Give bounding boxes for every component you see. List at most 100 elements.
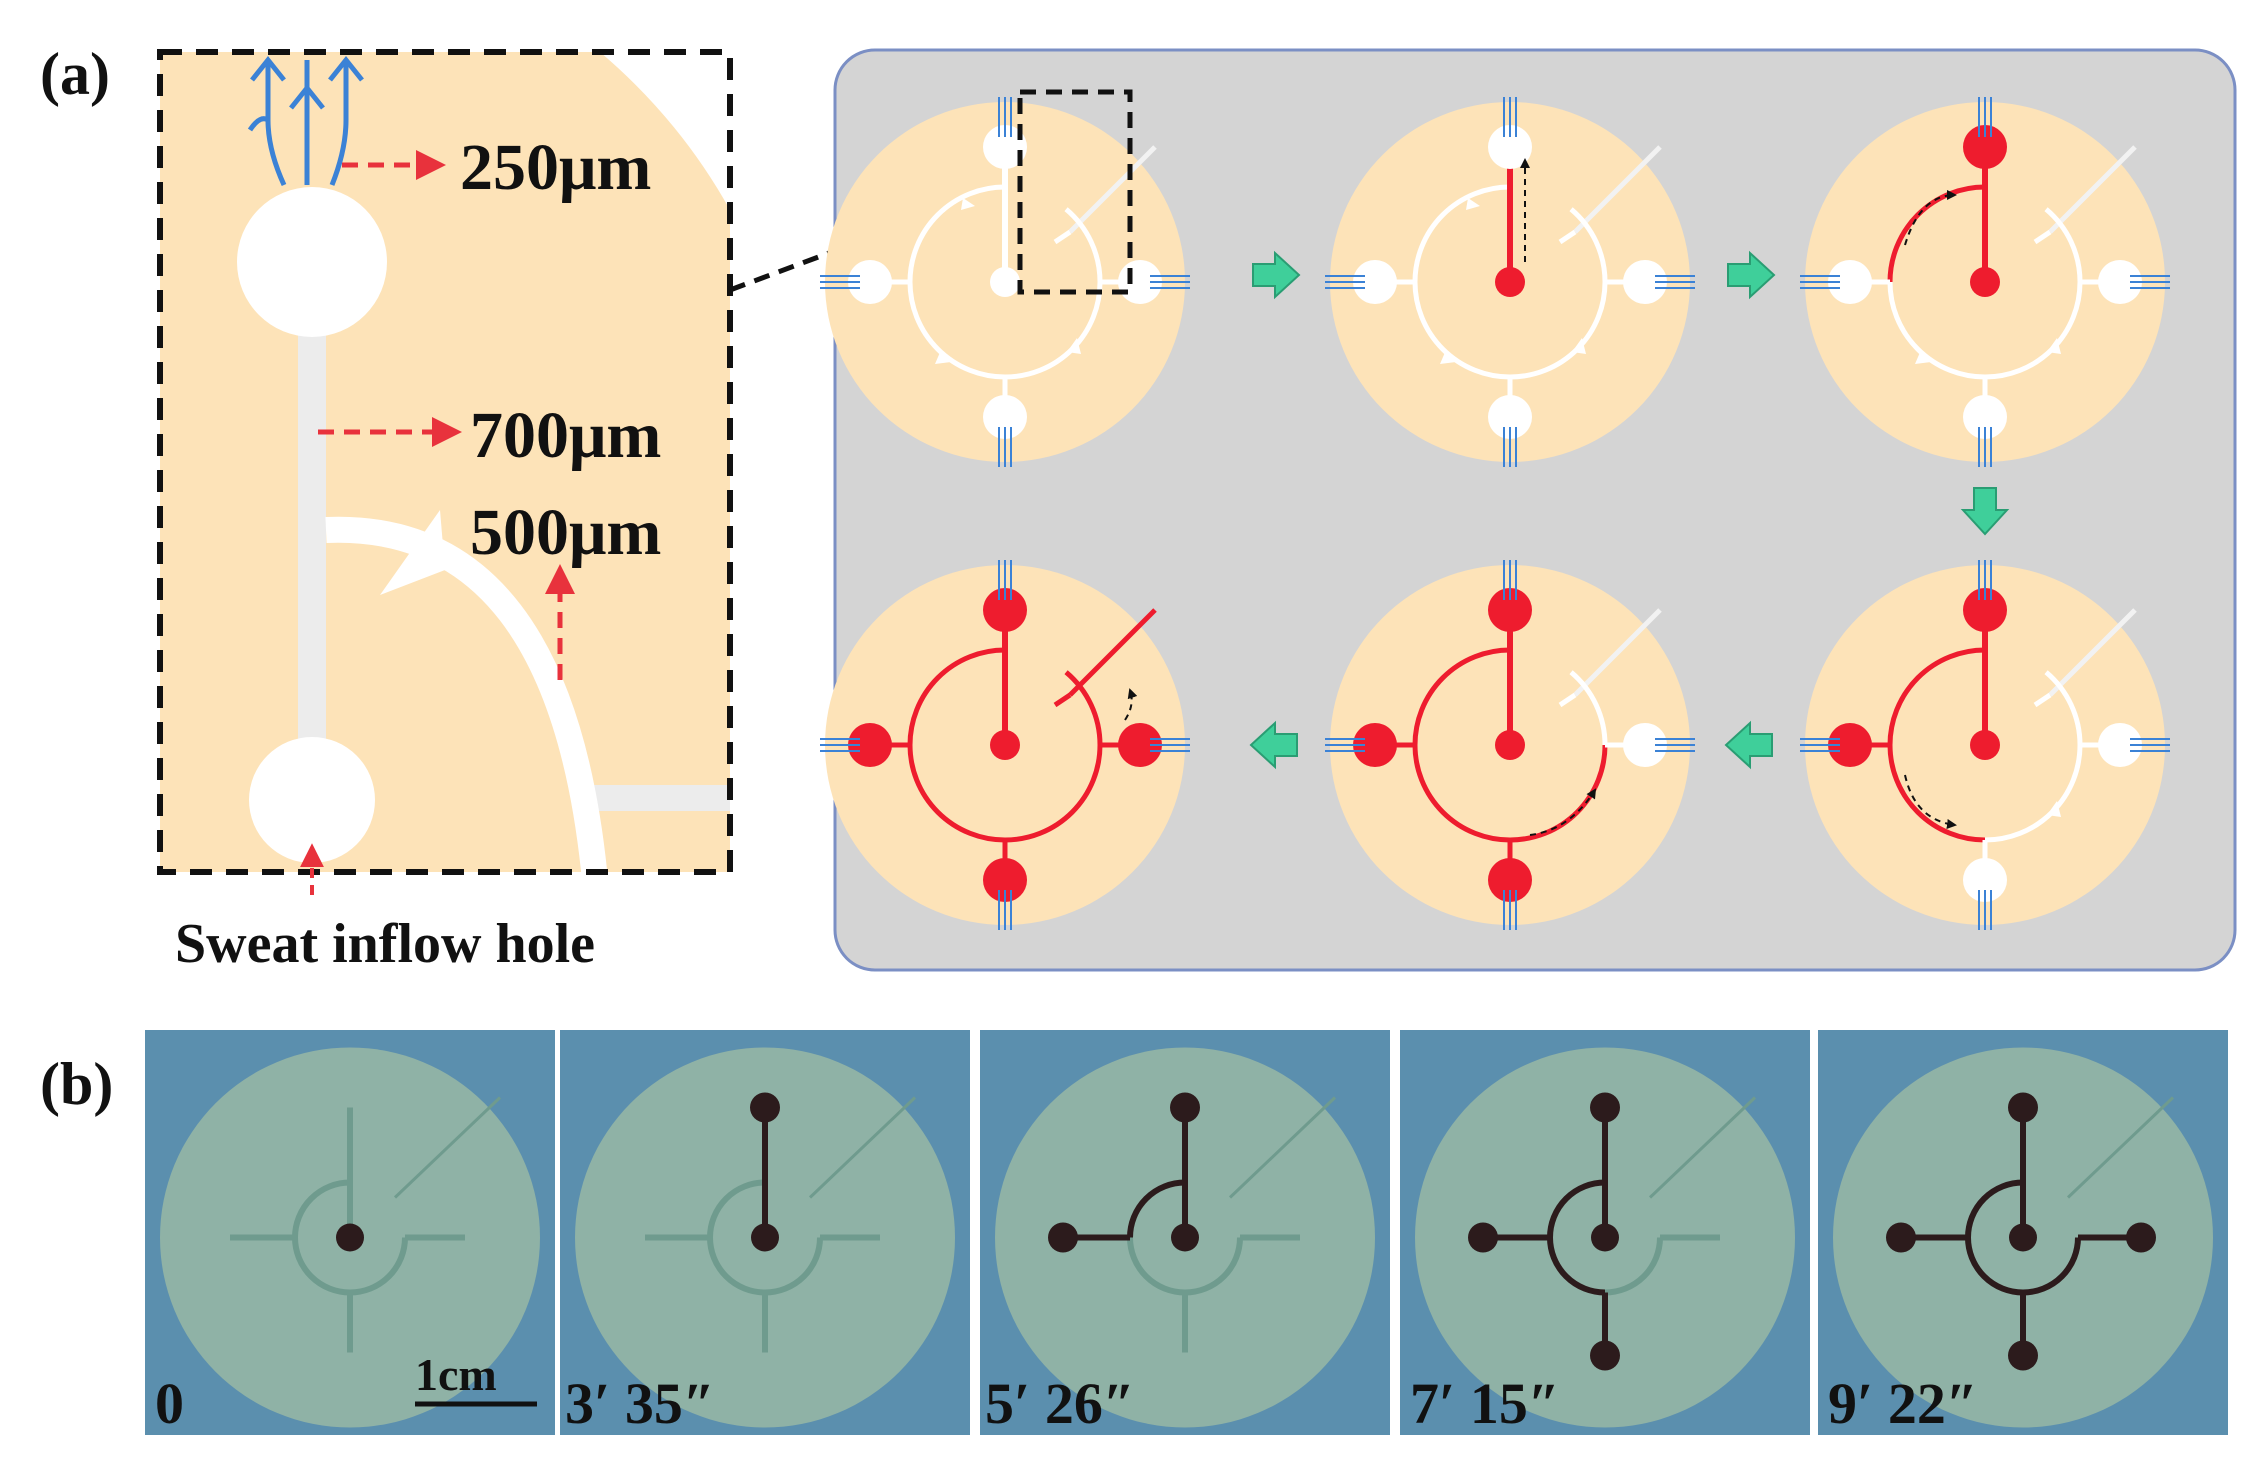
chip-inlet-lines: [820, 560, 1190, 930]
zoom-flow-arrow-icon: [380, 510, 445, 595]
photo-inflow-dot: [1171, 1223, 1199, 1252]
chip-flow-arrow-icon: [1466, 198, 1480, 210]
zoom-inlet-lines: [247, 55, 364, 187]
photo-arc-right: [764, 1237, 823, 1296]
chip-vent-line: [1573, 145, 1662, 234]
chip-arc-bottom: [1887, 281, 1986, 380]
inflow-hole-label: Sweat inflow hole: [175, 913, 595, 975]
chip-arc-left: [1412, 184, 1511, 283]
chip-reservoir-left: [1353, 260, 1397, 304]
chip-reservoir-right: [1118, 723, 1162, 767]
chip-reservoir-bottom: [1488, 858, 1532, 902]
photo-3: [980, 1030, 1390, 1435]
chip-reservoir-bottom: [1963, 858, 2007, 902]
chip-arc-left: [1887, 647, 1986, 746]
zoom-inflow-hole: [249, 737, 375, 863]
chip-flow-arrow-icon: [2047, 801, 2061, 817]
progress-arrow-2: [1904, 190, 1957, 246]
scale-bar-label: 1cm: [415, 1349, 497, 1400]
chip-arc-left: [907, 647, 1006, 746]
photo-reservoir-left: [1048, 1222, 1078, 1253]
green-step-arrow-icon: [1727, 250, 1776, 300]
chip-reservoir-left: [1828, 260, 1872, 304]
chip-inlet-lines: [1800, 97, 2170, 467]
chip-arc-left: [907, 184, 1006, 283]
chip-vent-stub: [2033, 692, 2052, 708]
chip-arc-vent: [2044, 670, 2083, 746]
photo-vent-line: [808, 1096, 917, 1199]
photo-arc-left: [1127, 1179, 1186, 1238]
chip-reservoir-bottom: [983, 395, 1027, 439]
dimension-label-500: 500μm: [470, 496, 662, 569]
chip-1: [820, 97, 1190, 467]
photo-arc-left: [1965, 1179, 2024, 1238]
photo-vent-line: [1228, 1096, 1337, 1199]
photo-strip: [145, 1030, 2228, 1435]
photo-vent-line: [393, 1096, 502, 1199]
chip-vent-line: [2048, 145, 2137, 234]
chip-reservoir-right: [1623, 260, 1667, 304]
photo-vent-line: [1648, 1096, 1757, 1199]
chip-arc-right: [1004, 744, 1103, 843]
panel-a-label: (a): [40, 41, 110, 107]
photo-reservoir-bottom: [2008, 1340, 2038, 1371]
panel-b-label: (b): [40, 1051, 114, 1117]
photo-arc-right: [349, 1237, 408, 1296]
photo-reservoir-bottom: [1590, 1340, 1620, 1371]
chip-reservoir-top: [983, 125, 1027, 169]
chip-flow-arrow-icon: [1440, 350, 1456, 364]
chip-flow-arrow-icon: [1915, 350, 1931, 364]
photo-inflow-dot: [751, 1223, 779, 1252]
photo-reservoir-top: [750, 1092, 780, 1123]
photo-arc-bottom: [707, 1237, 766, 1296]
photo-inflow-dot: [1591, 1223, 1619, 1252]
photo-vent-line: [2066, 1096, 2175, 1199]
chip-reservoir-left: [1828, 723, 1872, 767]
timestamp-4: 9′ 22″: [1828, 1371, 1978, 1436]
photo-inflow-dot: [336, 1223, 364, 1252]
green-step-arrow-icon: [1960, 487, 2010, 536]
photo-arc-left: [707, 1179, 766, 1238]
dimension-label-700: 700μm: [470, 399, 662, 472]
chip-arc-left: [1412, 647, 1511, 746]
chip-vent-stub: [1053, 229, 1072, 245]
chip-arc-bottom: [1887, 744, 1986, 843]
photo-arc-right: [1604, 1237, 1663, 1296]
photo-arc-right: [1184, 1237, 1243, 1296]
chip-arc-right: [1509, 744, 1608, 843]
photo-2: [560, 1030, 970, 1435]
photo-arc-left: [1547, 1179, 1606, 1238]
photo-1: [145, 1030, 555, 1435]
chip-vent-line: [1573, 608, 1662, 697]
chip-reservoir-right: [1623, 723, 1667, 767]
photo-arc-bottom: [292, 1237, 351, 1296]
chip-inflow-hole: [990, 730, 1020, 760]
photo-reservoir-left: [1468, 1222, 1498, 1253]
zoom-vertical-channel: [298, 290, 326, 770]
progress-arrow-5: [1124, 688, 1138, 721]
chip-inlet-lines: [1325, 97, 1695, 467]
dimension-label-250: 250μm: [460, 131, 652, 204]
chip-vent-line: [1068, 608, 1157, 697]
chip-arc-vent: [1064, 207, 1103, 283]
chip-inlet-lines: [1325, 560, 1695, 930]
chip-5: [1325, 560, 1695, 930]
chip-flow-arrow-icon: [2047, 338, 2061, 354]
zoom-dashed-border: [157, 49, 733, 875]
photo-reservoir-top: [1590, 1092, 1620, 1123]
chip-vent-stub: [1558, 692, 1577, 708]
photo-reservoir-left: [1886, 1222, 1916, 1253]
chip-inflow-hole: [1970, 730, 2000, 760]
zoom-horizontal-channel: [585, 785, 730, 811]
chip-reservoir-bottom: [1963, 395, 2007, 439]
chip-arc-vent: [1569, 207, 1608, 283]
zoom-reservoir: [237, 187, 387, 337]
chip-vent-line: [1068, 145, 1157, 234]
chip-vent-stub: [1558, 229, 1577, 245]
chip-reservoir-top: [1963, 588, 2007, 632]
timestamp-2: 5′ 26″: [985, 1371, 1135, 1436]
chip-arc-bottom: [1412, 744, 1511, 843]
chip-reservoir-bottom: [983, 858, 1027, 902]
progress-arrow-3: [1904, 774, 1957, 829]
